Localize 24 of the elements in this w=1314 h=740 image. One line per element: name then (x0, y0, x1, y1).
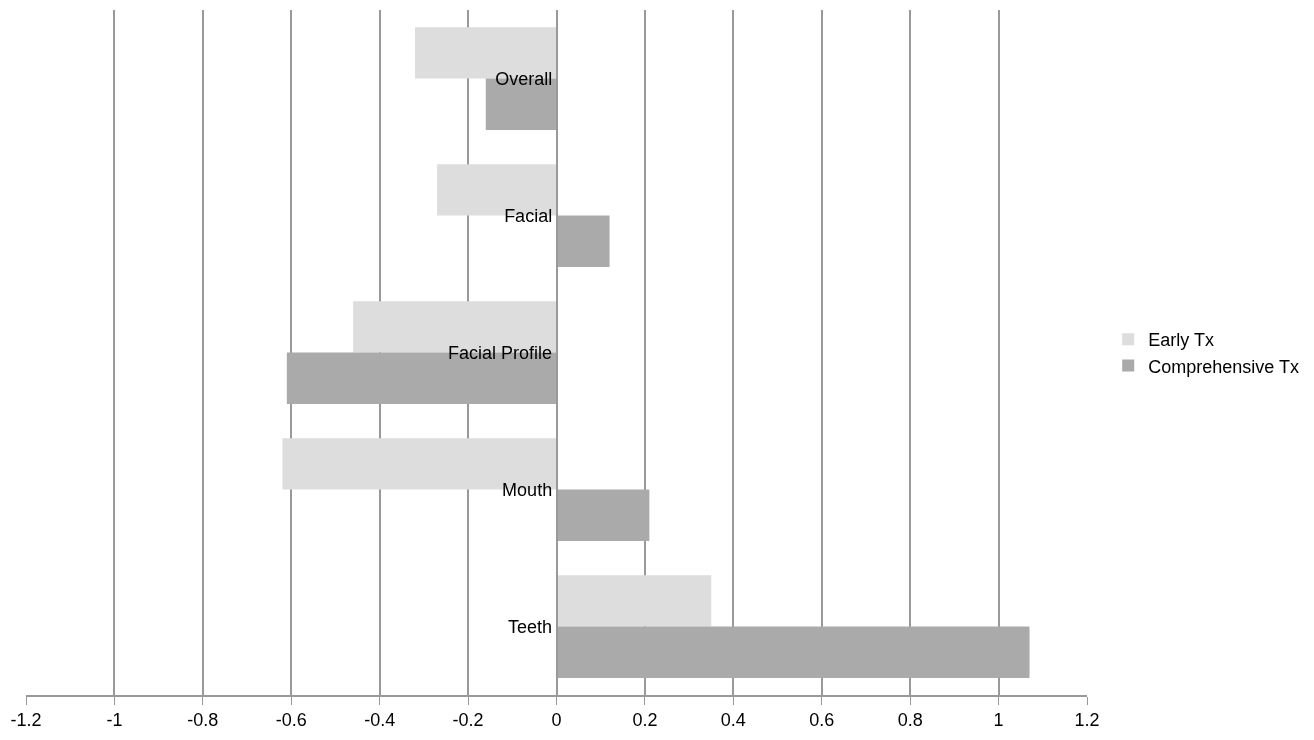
x-tick-label: 1 (993, 710, 1004, 731)
bar (556, 215, 610, 267)
bar (556, 626, 1030, 678)
x-tick-label: -0.6 (275, 710, 307, 731)
x-tick-label: 0.8 (897, 710, 923, 731)
x-tick-label: -1.2 (10, 710, 42, 731)
y-tick-label: Facial Profile (448, 342, 553, 363)
y-tick-label: Teeth (508, 616, 553, 637)
bar (556, 575, 712, 627)
x-tick-label: 0.6 (809, 710, 835, 731)
x-tick-label: -1 (106, 710, 123, 731)
legend-label: Comprehensive Tx (1148, 356, 1299, 377)
y-tick-label: Overall (495, 68, 553, 89)
bar (556, 489, 650, 541)
y-tick-label: Facial (504, 205, 553, 226)
x-tick-label: 0.4 (720, 710, 746, 731)
y-tick-label: Mouth (502, 479, 553, 500)
x-tick-label: -0.8 (187, 710, 219, 731)
x-tick-label: 0.2 (632, 710, 658, 731)
x-tick-label: 0 (551, 710, 562, 731)
x-tick-label: 1.2 (1074, 710, 1100, 731)
x-tick-label: -0.2 (452, 710, 484, 731)
x-tick-label: -0.4 (364, 710, 396, 731)
legend-label: Early Tx (1148, 330, 1214, 351)
